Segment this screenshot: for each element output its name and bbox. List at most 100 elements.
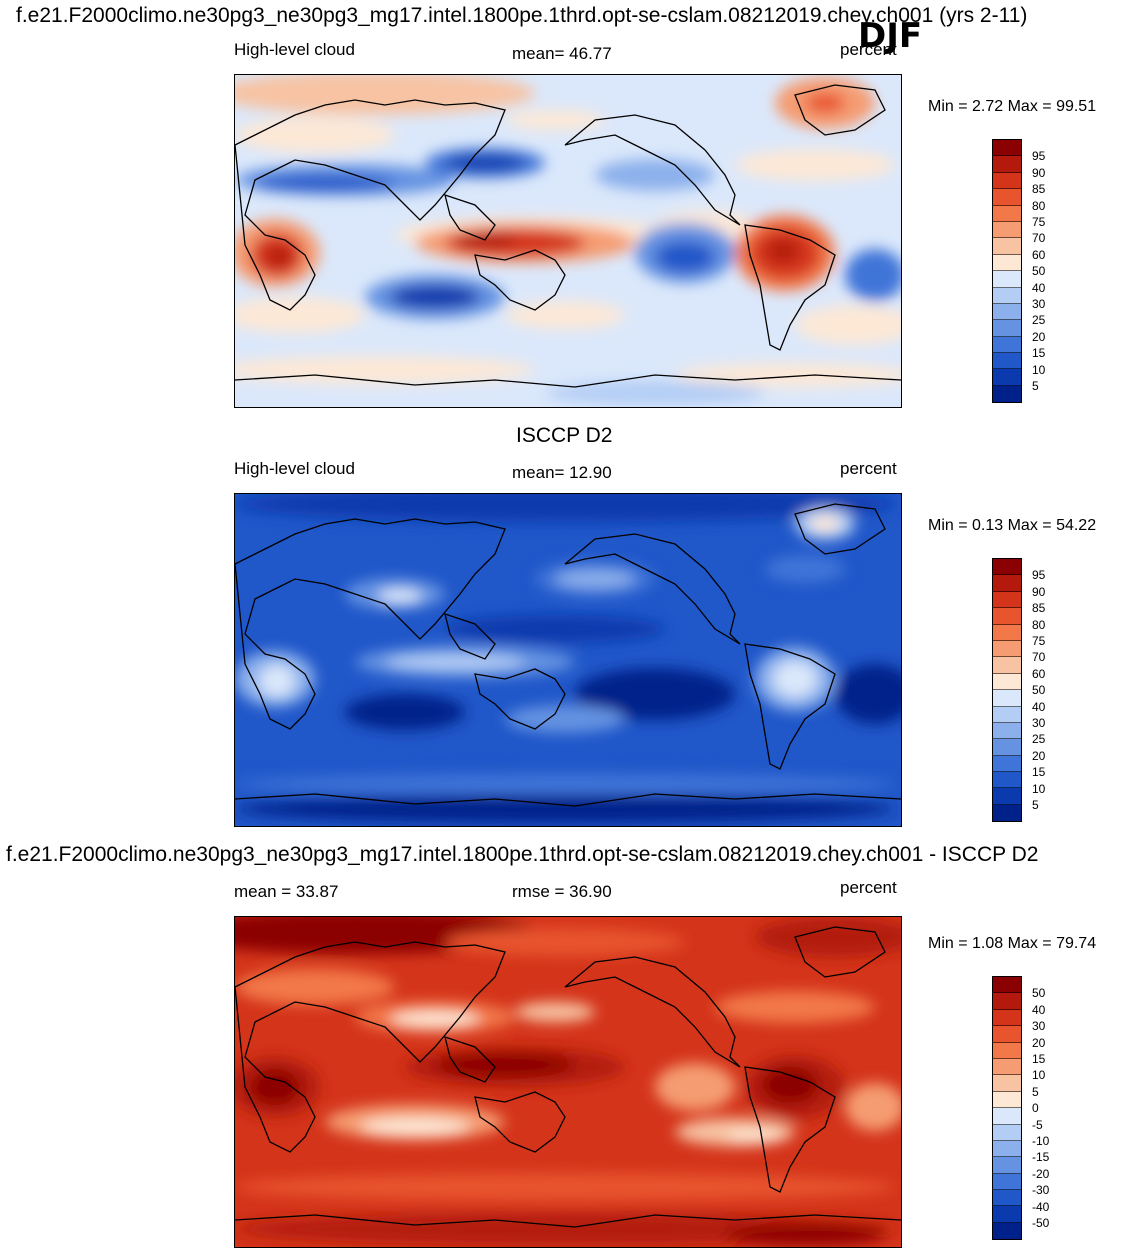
colorbar-swatch xyxy=(993,140,1021,157)
colorbar-swatch xyxy=(993,591,1021,609)
panel-1-mean-label: mean= 46.77 xyxy=(512,44,612,63)
colorbar-swatch xyxy=(993,1190,1021,1207)
panel-1-variable-label: High-level cloud xyxy=(234,40,355,59)
colorbar-swatch xyxy=(993,369,1021,386)
colorbar-tick-label: 50 xyxy=(1032,986,1046,1001)
figure-title: f.e21.F2000climo.ne30pg3_ne30pg3_mg17.in… xyxy=(16,4,1028,27)
panel-3-mean-label: mean = 33.87 xyxy=(234,882,339,901)
colorbar-swatch xyxy=(993,1206,1021,1223)
colorbar-tick-label: -20 xyxy=(1032,1166,1050,1181)
colorbar-tick-label: 10 xyxy=(1032,362,1046,377)
panel-3-map xyxy=(234,916,902,1248)
panel-3-colorbar xyxy=(992,976,1022,1241)
colorbar-tick-label: 20 xyxy=(1032,1035,1046,1050)
colorbar-tick-label: 75 xyxy=(1032,215,1046,229)
colorbar-tick-label: 30 xyxy=(1032,716,1046,730)
colorbar-swatch xyxy=(993,189,1021,206)
colorbar-swatch xyxy=(993,303,1021,321)
panel-3-min-max: Min = 1.08 Max = 79.74 xyxy=(928,935,1097,952)
panel-1-colorbar xyxy=(992,139,1022,404)
colorbar-tick-label: 30 xyxy=(1032,1019,1046,1034)
colorbar-swatch xyxy=(993,287,1021,304)
colorbar-swatch xyxy=(993,1124,1021,1141)
colorbar-tick-label: 95 xyxy=(1032,568,1046,583)
panel-1-contour-field xyxy=(235,75,901,407)
colorbar-tick-label: 15 xyxy=(1032,1052,1046,1066)
colorbar-tick-label: 30 xyxy=(1032,297,1046,311)
season-label: DJF xyxy=(858,16,923,56)
colorbar-tick-label: 20 xyxy=(1032,329,1046,344)
colorbar-swatch xyxy=(993,690,1021,707)
colorbar-tick-label: 10 xyxy=(1032,1068,1046,1083)
colorbar-swatch xyxy=(993,722,1021,740)
colorbar-tick-label: -50 xyxy=(1032,1216,1050,1230)
colorbar-swatch xyxy=(993,559,1021,576)
colorbar-swatch xyxy=(993,640,1021,658)
colorbar-tick-label: -40 xyxy=(1032,1199,1050,1214)
colorbar-tick-label: -30 xyxy=(1032,1183,1050,1198)
colorbar-swatch xyxy=(993,1058,1021,1076)
colorbar-tick-label: 15 xyxy=(1032,346,1046,361)
colorbar-swatch xyxy=(993,772,1021,789)
colorbar-swatch xyxy=(993,993,1021,1010)
panel-1-map xyxy=(234,74,902,408)
colorbar-tick-label: -15 xyxy=(1032,1150,1050,1165)
colorbar-tick-label: 50 xyxy=(1032,264,1046,279)
colorbar-swatch xyxy=(993,788,1021,805)
colorbar-tick-label: 80 xyxy=(1032,617,1046,632)
colorbar-tick-label: 75 xyxy=(1032,634,1046,648)
colorbar-swatch xyxy=(993,624,1021,641)
colorbar-tick-label: 70 xyxy=(1032,231,1046,246)
colorbar-tick-label: 40 xyxy=(1032,699,1046,714)
colorbar-swatch xyxy=(993,221,1021,239)
colorbar-tick-label: 20 xyxy=(1032,748,1046,763)
panel-2-variable-label: High-level cloud xyxy=(234,459,355,478)
colorbar-tick-label: 25 xyxy=(1032,732,1046,747)
colorbar-swatch xyxy=(993,172,1021,190)
colorbar-swatch xyxy=(993,320,1021,337)
panel-1-coastlines xyxy=(235,84,901,388)
colorbar-tick-label: 10 xyxy=(1032,781,1046,796)
colorbar-tick-label: 80 xyxy=(1032,198,1046,213)
colorbar-tick-label: 90 xyxy=(1032,165,1046,180)
colorbar-tick-label: 5 xyxy=(1032,1084,1039,1099)
colorbar-tick-label: 15 xyxy=(1032,765,1046,780)
colorbar-tick-label: 40 xyxy=(1032,280,1046,295)
colorbar-swatch xyxy=(993,1075,1021,1092)
panel-3-coastlines xyxy=(235,926,901,1228)
colorbar-swatch xyxy=(993,205,1021,222)
colorbar-tick-label: 40 xyxy=(1032,1002,1046,1017)
colorbar-swatch xyxy=(993,353,1021,370)
colorbar-tick-label: 5 xyxy=(1032,379,1039,393)
colorbar-tick-label: 0 xyxy=(1032,1101,1039,1116)
colorbar-swatch xyxy=(993,755,1021,773)
colorbar-swatch xyxy=(993,238,1021,255)
colorbar-swatch xyxy=(993,804,1021,822)
colorbar-swatch xyxy=(993,385,1021,403)
colorbar-swatch xyxy=(993,1140,1021,1158)
colorbar-swatch xyxy=(993,575,1021,592)
colorbar-tick-label: 5 xyxy=(1032,798,1039,812)
colorbar-tick-label: 95 xyxy=(1032,149,1046,164)
colorbar-swatch xyxy=(993,1222,1021,1240)
colorbar-tick-label: 25 xyxy=(1032,313,1046,328)
panel-3-units-label: percent xyxy=(840,878,897,897)
panel-2-units-label: percent xyxy=(840,459,897,478)
colorbar-swatch xyxy=(993,706,1021,723)
panel-2-min-max: Min = 0.13 Max = 54.22 xyxy=(928,517,1097,534)
panel-2-map xyxy=(234,493,902,827)
colorbar-swatch xyxy=(993,156,1021,173)
panel-2-coastlines xyxy=(235,503,901,807)
colorbar-swatch xyxy=(993,608,1021,625)
colorbar-swatch xyxy=(993,673,1021,691)
colorbar-swatch xyxy=(993,1157,1021,1174)
colorbar-tick-label: 60 xyxy=(1032,666,1046,681)
colorbar-swatch xyxy=(993,1091,1021,1109)
colorbar-tick-label: 90 xyxy=(1032,584,1046,599)
colorbar-swatch xyxy=(993,271,1021,288)
colorbar-tick-label: -10 xyxy=(1032,1134,1050,1148)
panel-3-title: f.e21.F2000climo.ne30pg3_ne30pg3_mg17.in… xyxy=(6,843,1039,866)
colorbar-tick-label: -5 xyxy=(1032,1117,1043,1132)
colorbar-swatch xyxy=(993,336,1021,354)
panel-2-colorbar xyxy=(992,558,1022,823)
